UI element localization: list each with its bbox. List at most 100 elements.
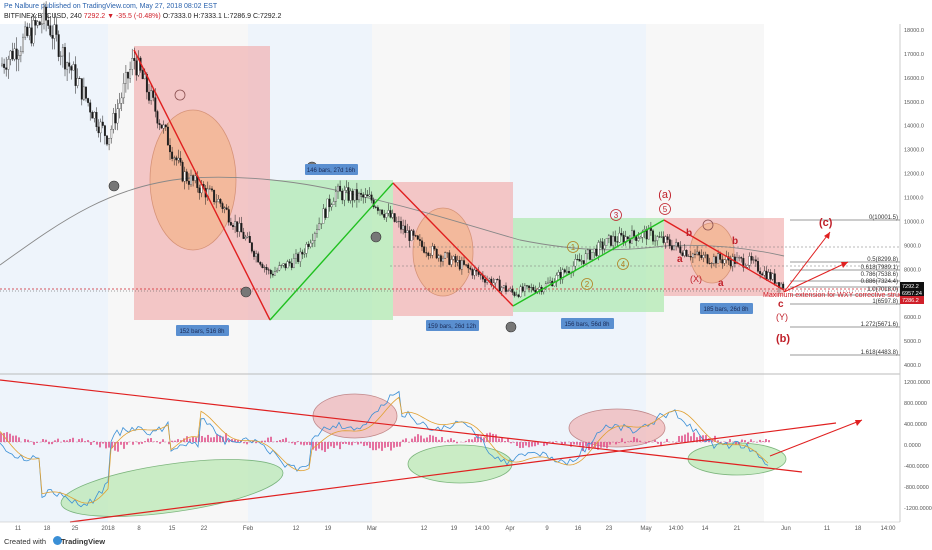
- candle-body: [418, 239, 421, 241]
- candle-body: [154, 97, 157, 112]
- price-axis-label: 4000.0: [904, 363, 921, 369]
- candle-body: [414, 235, 417, 237]
- histogram-bar: [15, 435, 17, 442]
- histogram-bar: [246, 442, 248, 445]
- histogram-bar: [579, 442, 581, 446]
- fib-labels: 0(10001.5) 0.5(8299.8) 0.618(7989.1) 0.7…: [861, 215, 898, 356]
- gray-marker-1: [108, 180, 120, 192]
- histogram-bar: [396, 442, 398, 447]
- histogram-bar: [42, 439, 44, 442]
- candle-body: [488, 278, 491, 281]
- histogram-bar: [363, 442, 365, 447]
- candle-body: [670, 245, 673, 250]
- histogram-bar: [174, 440, 176, 442]
- candle-body: [166, 126, 169, 146]
- price-axis-label: 12000.0: [904, 172, 924, 178]
- symbol-label: BITFINEX:BTCUSD, 240: [4, 13, 82, 20]
- histogram-bar: [768, 440, 770, 442]
- histogram-bar: [207, 434, 209, 442]
- candle-body: [337, 185, 339, 193]
- candle-body: [347, 187, 350, 201]
- candle-body: [530, 287, 533, 289]
- wave-label-b-1: b: [686, 228, 692, 239]
- candle-body: [232, 225, 234, 228]
- candle-body: [13, 48, 16, 60]
- candle-body: [410, 230, 413, 241]
- time-axis-label: 2018: [101, 526, 115, 532]
- time-axis-label: 22: [201, 526, 208, 532]
- candle-body: [595, 248, 598, 256]
- histogram-bar: [105, 442, 107, 449]
- histogram-bar: [405, 438, 407, 442]
- histogram-bar: [576, 442, 578, 445]
- histogram-bar: [114, 442, 116, 451]
- histogram-bar: [339, 442, 341, 450]
- histogram-bar: [468, 439, 470, 442]
- price-axis-label: 17000.0: [904, 52, 924, 58]
- histogram-bar: [492, 433, 494, 442]
- histogram-bar: [531, 442, 533, 447]
- candle-body: [444, 252, 447, 259]
- candle-body: [666, 236, 669, 240]
- histogram-bar: [285, 437, 287, 442]
- price-axis-label: 10000.0: [904, 219, 924, 225]
- bar-box-1: 152 bars, 516 8h: [179, 329, 224, 335]
- candle-body: [633, 230, 636, 237]
- histogram-bar: [177, 439, 179, 442]
- histogram-bar: [147, 438, 149, 442]
- osc-trendline-down: [0, 379, 803, 473]
- histogram-bar: [633, 437, 635, 442]
- histogram-bar: [51, 442, 53, 445]
- candle-body: [748, 256, 751, 266]
- candle-body: [757, 261, 759, 272]
- candle-body: [715, 256, 717, 264]
- candle-body: [700, 254, 703, 258]
- histogram-bar: [153, 441, 155, 442]
- histogram-bar: [237, 439, 239, 442]
- candle-body: [771, 273, 774, 280]
- candle-body: [295, 253, 297, 259]
- time-axis-label: Feb: [243, 526, 254, 532]
- candle-body: [656, 236, 659, 241]
- candle-body: [244, 237, 247, 239]
- osc-axis-label: 0.0000: [904, 443, 921, 449]
- histogram-bar: [351, 442, 353, 446]
- histogram-bar: [408, 442, 410, 443]
- extension-annotation: Maximum extension for WXY corrective str…: [763, 292, 915, 299]
- bar-box-5: 185 bars, 26d 8h: [703, 307, 748, 313]
- candle-body: [68, 62, 71, 67]
- histogram-bar: [360, 442, 362, 444]
- histogram-bar: [213, 437, 215, 442]
- candle-body: [326, 198, 329, 218]
- candle-body: [267, 269, 270, 271]
- candle-body: [274, 271, 276, 276]
- histogram-bar: [702, 435, 704, 442]
- candle-body: [135, 60, 138, 76]
- histogram-bar: [687, 432, 689, 442]
- histogram-bar: [96, 442, 98, 445]
- candle-body: [393, 213, 396, 222]
- histogram-bar: [624, 442, 626, 444]
- candle-body: [721, 259, 724, 264]
- gray-marker-4: [370, 231, 382, 243]
- candle-body: [763, 270, 766, 276]
- candle-body: [452, 256, 455, 260]
- bar-count-boxes: 152 bars, 516 8h 146 bars, 27d 16h 159 b…: [176, 164, 753, 336]
- candle-body: [589, 249, 591, 260]
- histogram-bar: [645, 442, 647, 444]
- histogram-bar: [369, 442, 371, 449]
- candle-body: [70, 66, 73, 71]
- histogram-bar: [441, 436, 443, 442]
- candle-body: [282, 263, 285, 266]
- histogram-bar: [444, 441, 446, 442]
- histogram-bar: [756, 442, 758, 443]
- candle-body: [47, 20, 50, 26]
- price-change: 7292.2 ▼ -35.5 (-0.48%): [83, 13, 161, 20]
- histogram-bar: [270, 436, 272, 442]
- candle-body: [143, 74, 146, 80]
- candle-body: [190, 175, 192, 185]
- candle-body: [362, 194, 365, 198]
- histogram-bar: [420, 435, 422, 442]
- candle-body: [460, 260, 463, 270]
